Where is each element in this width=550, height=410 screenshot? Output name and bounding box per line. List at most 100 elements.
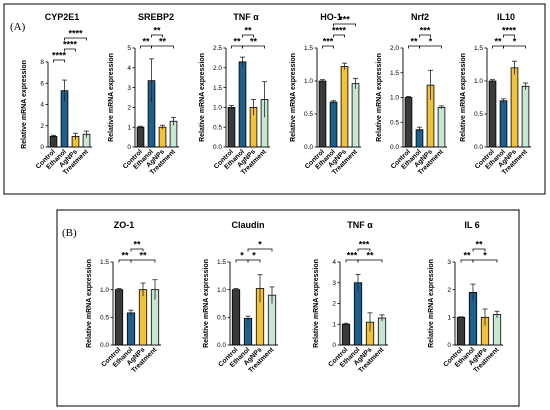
significance-bracket xyxy=(130,248,144,252)
y-axis-label: Relative mRNA expression xyxy=(428,259,435,348)
significance-label: ** xyxy=(233,37,241,47)
y-tick-label: 2 xyxy=(127,105,131,112)
bar-ethanol xyxy=(238,61,247,148)
y-tick-label: 1.5 xyxy=(474,45,483,52)
chart-7: Claudin 0.0 0.5 1.0 1.5 Relative mRNA express… xyxy=(203,220,278,374)
significance-bracket xyxy=(357,259,383,263)
y-tick-label: 0.0 xyxy=(390,144,399,151)
y-axis-label: Relative mRNA expression xyxy=(21,60,28,149)
bar-agnps xyxy=(158,126,167,148)
significance-label: **** xyxy=(63,40,78,50)
significance-bracket xyxy=(64,48,76,52)
y-tick-label: 0.5 xyxy=(217,315,226,322)
bar-control xyxy=(488,80,497,148)
y-axis-label: Relative mRNA expression xyxy=(86,259,93,348)
y-tick-label: 4 xyxy=(40,102,44,109)
significance-label: ** xyxy=(410,37,418,47)
y-tick-label: 4 xyxy=(127,65,131,72)
chart-title: SREBP2 xyxy=(138,12,174,22)
y-tick-label: 3 xyxy=(447,259,451,266)
bar-treatment xyxy=(521,85,530,148)
significance-label: * xyxy=(252,251,256,261)
panel-b-frame xyxy=(56,209,520,407)
bar-control xyxy=(136,126,145,148)
bar-control xyxy=(404,97,413,148)
chart-title: IL10 xyxy=(497,12,515,22)
chart-title: TNF α xyxy=(347,220,373,230)
significance-label: ** xyxy=(250,37,258,47)
significance-bracket xyxy=(247,248,273,252)
y-tick-label: 1.0 xyxy=(304,78,313,85)
bar-control xyxy=(114,289,124,346)
chart-title: ZO-1 xyxy=(114,220,135,230)
significance-label: ** xyxy=(475,240,483,250)
bar-treatment xyxy=(437,107,446,148)
significance-label: * xyxy=(240,251,244,261)
chart-title: Claudin xyxy=(232,220,265,230)
panel-a-frame xyxy=(3,3,546,195)
significance-label: ** xyxy=(159,37,167,47)
y-tick-label: 1.0 xyxy=(217,287,226,294)
significance-bracket xyxy=(130,259,156,263)
significance-bracket xyxy=(333,23,356,27)
significance-label: **** xyxy=(52,51,67,61)
significance-label: ** xyxy=(121,251,129,261)
chart-title: CYP2E1 xyxy=(45,12,80,22)
y-tick-label: 0.0 xyxy=(304,144,313,151)
y-tick-label: 1.5 xyxy=(213,85,222,92)
chart-title: IL 6 xyxy=(464,220,479,230)
bar-control xyxy=(231,289,241,346)
y-axis-label: Relative mRNA expression xyxy=(108,53,115,142)
y-tick-label: 2 xyxy=(40,123,44,130)
significance-label: ** xyxy=(153,26,161,36)
significance-label: ** xyxy=(139,251,147,261)
y-tick-label: 6 xyxy=(40,80,44,87)
y-tick-label: 0.5 xyxy=(100,315,109,322)
significance-bracket xyxy=(472,259,498,263)
y-tick-label: 0.5 xyxy=(390,119,399,126)
y-tick-label: 0.0 xyxy=(100,342,109,349)
bar-treatment xyxy=(492,314,502,346)
y-tick-label: 1.5 xyxy=(100,259,109,266)
y-axis-label: Relative mRNA expression xyxy=(199,53,206,142)
panel-b-label: (B) xyxy=(62,227,77,239)
significance-label: * xyxy=(429,37,433,47)
significance-label: *** xyxy=(420,26,431,36)
chart-3: HO-1 0.0 0.5 1.0 1.5 Relative mRNA expression… xyxy=(290,12,361,176)
chart-4: Nrf2 0.0 0.5 1.0 1.5 2.0 Relative mRNA express… xyxy=(376,12,447,176)
significance-bracket xyxy=(503,34,515,38)
y-axis-label: Relative mRNA expression xyxy=(376,53,383,142)
significance-label: ** xyxy=(463,251,471,261)
bar-ethanol xyxy=(243,318,253,346)
bar-agnps xyxy=(340,66,349,148)
y-tick-label: 1 xyxy=(127,124,131,131)
y-tick-label: 1 xyxy=(332,321,336,328)
y-tick-label: 3 xyxy=(127,85,131,92)
significance-bracket xyxy=(242,45,265,49)
significance-bracket xyxy=(419,34,431,38)
y-tick-label: 0 xyxy=(447,342,451,349)
bar-agnps xyxy=(510,67,519,148)
chart-2: TNF α 0.0 0.5 1.0 1.5 2.0 2.5 Relative mRNA exp… xyxy=(199,12,270,176)
significance-bracket xyxy=(242,34,254,38)
significance-label: ** xyxy=(133,240,141,250)
significance-label: * xyxy=(483,251,487,261)
y-axis-label: Relative mRNA expression xyxy=(290,53,297,142)
significance-label: **** xyxy=(332,26,347,36)
y-tick-label: 1.0 xyxy=(100,287,109,294)
y-tick-label: 2.0 xyxy=(213,65,222,72)
significance-bracket xyxy=(151,34,163,38)
bar-control xyxy=(318,80,327,148)
chart-title: TNF α xyxy=(233,12,259,22)
significance-label: ** xyxy=(142,37,150,47)
significance-label: ** xyxy=(244,26,252,36)
significance-bracket xyxy=(333,34,345,38)
y-tick-label: 0.0 xyxy=(217,342,226,349)
y-tick-label: 5 xyxy=(127,45,131,52)
significance-label: **** xyxy=(502,26,517,36)
y-tick-label: 1.5 xyxy=(304,45,313,52)
